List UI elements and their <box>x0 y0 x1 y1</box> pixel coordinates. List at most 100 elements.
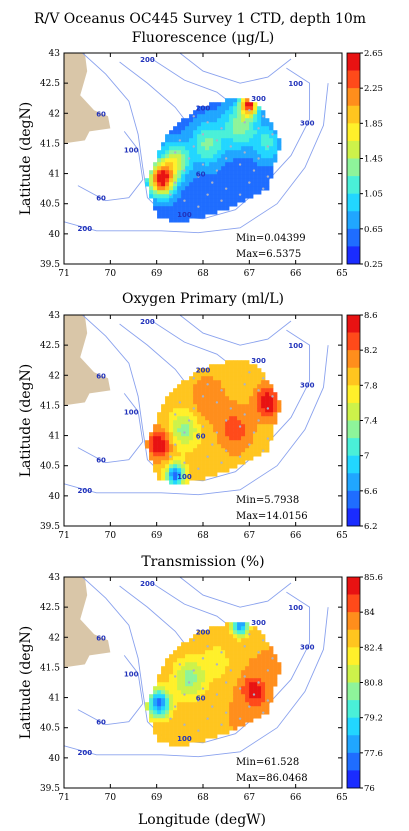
heat-cell <box>265 710 270 715</box>
heat-cell <box>229 388 234 393</box>
heat-cell <box>173 472 178 477</box>
heat-cell <box>229 408 234 413</box>
heat-cell <box>189 714 194 719</box>
heat-cell <box>241 110 246 115</box>
heat-cell <box>177 178 182 183</box>
heat-cell <box>161 214 166 219</box>
heat-cell <box>209 650 214 655</box>
heat-cell <box>229 456 234 461</box>
heat-cell <box>177 476 182 481</box>
heat-cell <box>221 408 226 413</box>
heat-cell <box>209 734 214 739</box>
heat-cell <box>165 178 170 183</box>
heat-cell <box>253 372 258 377</box>
heat-cell <box>181 654 186 659</box>
heat-cell <box>241 416 246 421</box>
heat-cell <box>253 380 258 385</box>
heat-cell <box>209 392 214 397</box>
heat-cell <box>157 726 162 731</box>
heat-cell <box>229 150 234 155</box>
heat-cell <box>225 626 230 631</box>
heat-cell <box>249 106 254 111</box>
heat-cell <box>217 626 222 631</box>
heat-cell <box>229 464 234 469</box>
heat-cell <box>177 472 182 477</box>
chart-panel-3: Transmission (%)200300100300200601006060… <box>18 554 383 803</box>
heat-cell <box>273 138 278 143</box>
heat-cell <box>265 118 270 123</box>
heat-cell <box>261 678 266 683</box>
heat-cell <box>249 662 254 667</box>
heat-cell <box>185 694 190 699</box>
heat-cell <box>173 436 178 441</box>
heat-cell <box>217 460 222 465</box>
heat-cell <box>221 186 226 191</box>
heat-cell <box>213 166 218 171</box>
heat-cell <box>229 396 234 401</box>
heat-cell <box>169 472 174 477</box>
heat-cell <box>201 194 206 199</box>
heat-cell <box>209 134 214 139</box>
heat-cell <box>229 634 234 639</box>
heat-cell <box>253 174 258 179</box>
heat-cell <box>225 662 230 667</box>
heat-cell <box>157 432 162 437</box>
colorbar-segment <box>347 629 360 648</box>
heat-cell <box>173 210 178 215</box>
heat-cell <box>237 682 242 687</box>
heat-cell <box>261 130 266 135</box>
heat-cell <box>165 170 170 175</box>
heat-cell <box>173 126 178 131</box>
heat-cell <box>169 666 174 671</box>
heat-cell <box>265 388 270 393</box>
heat-cell <box>201 206 206 211</box>
heat-cell <box>201 396 206 401</box>
min-value-label: Min=5.7938 <box>236 495 299 506</box>
heat-cell <box>217 412 222 417</box>
heat-cell <box>241 694 246 699</box>
heat-cell <box>233 678 238 683</box>
x-tick-label: 67 <box>244 269 256 279</box>
heat-cell <box>157 686 162 691</box>
heat-cell <box>213 206 218 211</box>
heat-cell <box>153 718 158 723</box>
heat-cell <box>169 476 174 481</box>
heat-cell <box>205 670 210 675</box>
colorbar-tick-label: 82.4 <box>364 643 383 653</box>
heat-cell <box>181 158 186 163</box>
heat-cell <box>205 174 210 179</box>
heat-cell <box>269 174 274 179</box>
heat-cell <box>197 186 202 191</box>
heat-cell <box>201 658 206 663</box>
heat-cell <box>277 400 282 405</box>
heat-cell <box>205 186 210 191</box>
heat-cell <box>241 634 246 639</box>
heat-cell <box>225 134 230 139</box>
heat-cell <box>249 638 254 643</box>
heat-cell <box>161 166 166 171</box>
heat-cell <box>177 726 182 731</box>
heat-cell <box>245 404 250 409</box>
heat-cell <box>185 464 190 469</box>
heat-cell <box>249 126 254 131</box>
heat-cell <box>257 146 262 151</box>
heat-cell <box>201 674 206 679</box>
heat-cell <box>189 404 194 409</box>
heat-cell <box>229 154 234 159</box>
land-mass <box>64 577 111 668</box>
heat-cell <box>265 404 270 409</box>
heat-cell <box>253 182 258 187</box>
heat-cell <box>205 130 210 135</box>
heat-cell <box>241 392 246 397</box>
heat-cell <box>245 376 250 381</box>
heat-cell <box>169 194 174 199</box>
heat-cell <box>221 452 226 457</box>
heat-cell <box>205 126 210 131</box>
heat-cell <box>153 166 158 171</box>
heat-cell <box>181 396 186 401</box>
heat-cell <box>221 694 226 699</box>
heat-cell <box>193 686 198 691</box>
heat-cell <box>177 670 182 675</box>
heat-cell <box>197 650 202 655</box>
heat-cell <box>269 682 274 687</box>
